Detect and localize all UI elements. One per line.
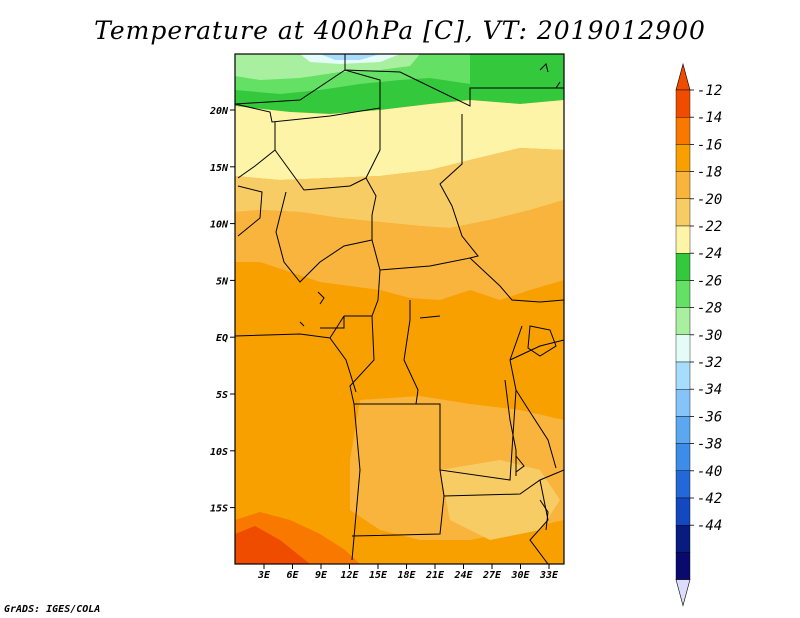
border-west-1 <box>237 185 263 237</box>
colorbar-swatch <box>675 225 691 254</box>
lon-tick-label: 18E <box>397 570 416 581</box>
lake-mweru <box>515 454 525 473</box>
coast-northeast <box>539 63 549 73</box>
colorbar-bottom-arrow <box>675 579 691 607</box>
colorbar-label: -34 <box>697 382 722 398</box>
border-uganda <box>509 339 564 361</box>
lat-tick-label: 10S <box>210 447 228 458</box>
border-zambia <box>443 469 564 497</box>
colorbar-swatch <box>675 416 691 444</box>
lon-tick-label: 12E <box>340 570 359 581</box>
colorbar-swatch <box>675 443 691 472</box>
border-chad-west <box>365 108 381 240</box>
lat-tick-label: 10N <box>210 220 229 231</box>
border-nigeria-cameroon <box>275 191 373 283</box>
colorbar-swatch <box>675 116 691 145</box>
colorbar-label: -28 <box>697 301 722 317</box>
colorbar-swatch <box>675 144 691 172</box>
border-cameroon-car <box>344 239 381 317</box>
lake-victoria <box>527 325 557 357</box>
border-malawi <box>529 479 549 564</box>
colorbar-label: -18 <box>697 165 722 181</box>
border-chad-east <box>439 114 479 259</box>
colorbar-label: -14 <box>697 110 722 126</box>
grads-credit: GrADS: IGES/COLA <box>4 604 101 615</box>
lon-tick-label: 21E <box>425 570 445 581</box>
colorbar-label: -16 <box>697 137 722 153</box>
island-bioko <box>317 291 325 305</box>
border-gabon <box>320 316 345 329</box>
lon-tick-label: 15E <box>369 570 388 581</box>
border-north-2 <box>344 54 564 107</box>
lon-tick-label: 27E <box>482 570 502 581</box>
colorbar-label: -20 <box>697 192 722 208</box>
lon-tick-label: 9E <box>315 570 328 581</box>
lon-tick-label: 30E <box>510 570 530 581</box>
field-band-30-32 <box>320 54 380 60</box>
longitude-axis: 3E 6E 9E 12E 15E 18E 21E 24E 27E 30E 33E <box>257 564 559 581</box>
lat-tick-label: 5N <box>216 276 229 287</box>
lat-tick-label: 5S <box>216 390 228 401</box>
field-band-20-22 <box>235 100 564 180</box>
colorbar-label: -42 <box>697 491 722 507</box>
coast-redsea <box>555 81 561 89</box>
map-frame <box>234 53 565 565</box>
colorbar-swatch <box>675 89 691 118</box>
lat-tick-label: EQ <box>216 333 228 344</box>
colorbar-label: -22 <box>697 219 722 235</box>
lon-tick-label: 24E <box>453 570 473 581</box>
coast-west-central <box>329 337 357 393</box>
temperature-field <box>235 54 564 564</box>
border-nigeria-north <box>274 149 367 191</box>
coast-equator <box>235 315 345 339</box>
lon-tick-label: 3E <box>257 570 271 581</box>
colorbar-swatch <box>675 389 691 417</box>
colorbar-label: -30 <box>697 328 722 344</box>
lat-tick-label: 15S <box>210 504 228 515</box>
lon-tick-label: 6E <box>286 570 299 581</box>
colorbar-label: -40 <box>697 464 722 480</box>
border-car-sudan <box>379 257 564 303</box>
colorbar-label: -38 <box>697 437 722 453</box>
colorbar-top-arrow <box>675 62 691 91</box>
lat-tick-label: 20N <box>209 106 229 117</box>
lat-tick-label: 15N <box>210 163 229 174</box>
colorbar-swatch <box>675 361 691 390</box>
colorbar-label: -26 <box>697 273 722 289</box>
colorbar-swatch <box>675 470 691 499</box>
colorbar: -12 -14 -16 -18 -20 -22 -24 -26 -28 -30 -32 -34 -36 -… <box>675 62 722 607</box>
country-boundaries <box>235 54 564 564</box>
island-saotome <box>299 321 305 327</box>
border-niger <box>237 122 276 179</box>
colorbar-swatch <box>675 198 691 227</box>
colorbar-label: -32 <box>697 355 722 371</box>
colorbar-swatch <box>675 171 691 200</box>
colorbar-label: -36 <box>697 409 722 425</box>
colorbar-label: -12 <box>697 83 722 99</box>
border-angola-south <box>351 469 445 537</box>
colorbar-swatch <box>675 497 691 526</box>
colorbar-swatch <box>675 552 691 580</box>
field-band-16-18 <box>235 200 564 300</box>
colorbar-label: -44 <box>697 518 722 534</box>
colorbar-swatch <box>675 280 691 308</box>
border-angola-west <box>351 403 361 561</box>
colorbar-swatch <box>675 525 691 553</box>
colorbar-label: -24 <box>697 246 722 262</box>
river-segment-1 <box>419 315 441 319</box>
border-congo <box>349 315 380 405</box>
colorbar-swatch <box>675 307 691 336</box>
lake-malawi <box>539 499 549 531</box>
border-tanzania <box>515 389 557 469</box>
field-band-18-20 <box>235 148 564 228</box>
field-patch-above-12 <box>235 526 310 564</box>
colorbar-swatch <box>675 334 691 363</box>
field-patch-south-18-20 <box>440 460 560 540</box>
colorbar-swatch <box>675 252 691 281</box>
chart-title: Temperature at 400hPa [C], VT: 201901290… <box>94 16 706 45</box>
lon-tick-label: 33E <box>539 570 559 581</box>
latitude-axis: 20N 15N 10N 5N EQ 5S 10S 15S <box>209 106 235 515</box>
